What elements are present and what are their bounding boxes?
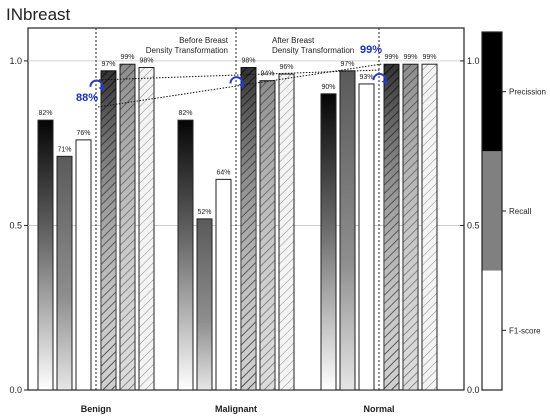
data-label: 82% — [38, 110, 52, 117]
data-label: 99% — [120, 54, 134, 61]
data-label: 98% — [139, 57, 153, 64]
group-label-before: Before Breast — [179, 36, 229, 45]
bar-before-f1-score — [215, 178, 232, 391]
bar-before-precission — [320, 93, 337, 391]
colorbar-segment — [482, 270, 502, 390]
data-label: 76% — [76, 130, 90, 137]
page-title: INbreast — [6, 5, 71, 24]
bar-after-f1-score — [278, 73, 295, 391]
data-label: 82% — [178, 110, 192, 117]
bar-after-shade — [384, 64, 399, 390]
colorbar-label: Recall — [509, 207, 531, 216]
x-tick-label: Benign — [81, 404, 112, 414]
data-label: 52% — [197, 209, 211, 216]
colorbar-label: F1-score — [509, 326, 541, 335]
y-tick-label: 1.0 — [9, 56, 22, 66]
data-label: 97% — [340, 61, 354, 68]
data-label: 99% — [384, 54, 398, 61]
right-axis-tick-label: 0.5 — [467, 220, 480, 230]
bar-before-precission — [177, 119, 194, 391]
bar-after-shade — [260, 80, 275, 391]
data-label: 99% — [422, 54, 436, 61]
data-label: 90% — [321, 84, 335, 91]
data-label: 93% — [359, 74, 373, 81]
annotation: 99% — [360, 44, 382, 56]
right-axis-tick-label: 0.0 — [467, 385, 480, 395]
bar-after-f1-score — [138, 66, 155, 391]
bar-after-shade — [241, 67, 256, 390]
bar-before-precission — [37, 119, 54, 391]
refresh-arrow-icon — [381, 79, 388, 86]
group-label-before: Density Transformation — [146, 46, 228, 55]
group-label-after: Density Transformation — [272, 46, 354, 55]
group-label-after: After Breast — [272, 36, 315, 45]
bar-before-f1-score — [75, 139, 92, 391]
bar-after-shade — [101, 70, 116, 391]
y-tick-label: 0.0 — [9, 385, 22, 395]
y-tick-label: 0.5 — [9, 220, 22, 230]
bar-before-recall — [339, 70, 356, 391]
bar-before-recall — [196, 218, 213, 391]
trend-line — [95, 69, 381, 81]
annotation: 88% — [76, 92, 98, 104]
refresh-arrow-icon — [238, 82, 245, 89]
refresh-arrow-icon — [98, 85, 105, 92]
bar-before-recall — [56, 155, 73, 391]
data-label: 96% — [279, 64, 293, 71]
colorbar-segment — [482, 151, 502, 271]
bar-after-shade — [120, 64, 135, 390]
data-label: 98% — [241, 57, 255, 64]
bar-before-f1-score — [358, 83, 375, 391]
right-axis-tick-label: 1.0 — [467, 56, 480, 66]
colorbar-label: Precission — [509, 88, 546, 97]
bar-after-f1-score — [421, 63, 438, 391]
data-label: 64% — [216, 169, 230, 176]
bar-after-shade — [403, 64, 418, 390]
colorbar-segment — [482, 32, 502, 152]
x-tick-label: Malignant — [215, 404, 257, 414]
plot-area: 0.0 0.5 1.0 82% 71% 76% 97% 99% 98% Benign 82% 52% 6… — [9, 27, 465, 414]
data-label: 97% — [101, 61, 115, 68]
data-label: 99% — [403, 54, 417, 61]
x-tick-label: Normal — [363, 404, 394, 414]
data-label: 71% — [57, 146, 71, 153]
colorbar: Precission Recall F1-score 0.0 0.5 1.0 — [460, 31, 546, 395]
